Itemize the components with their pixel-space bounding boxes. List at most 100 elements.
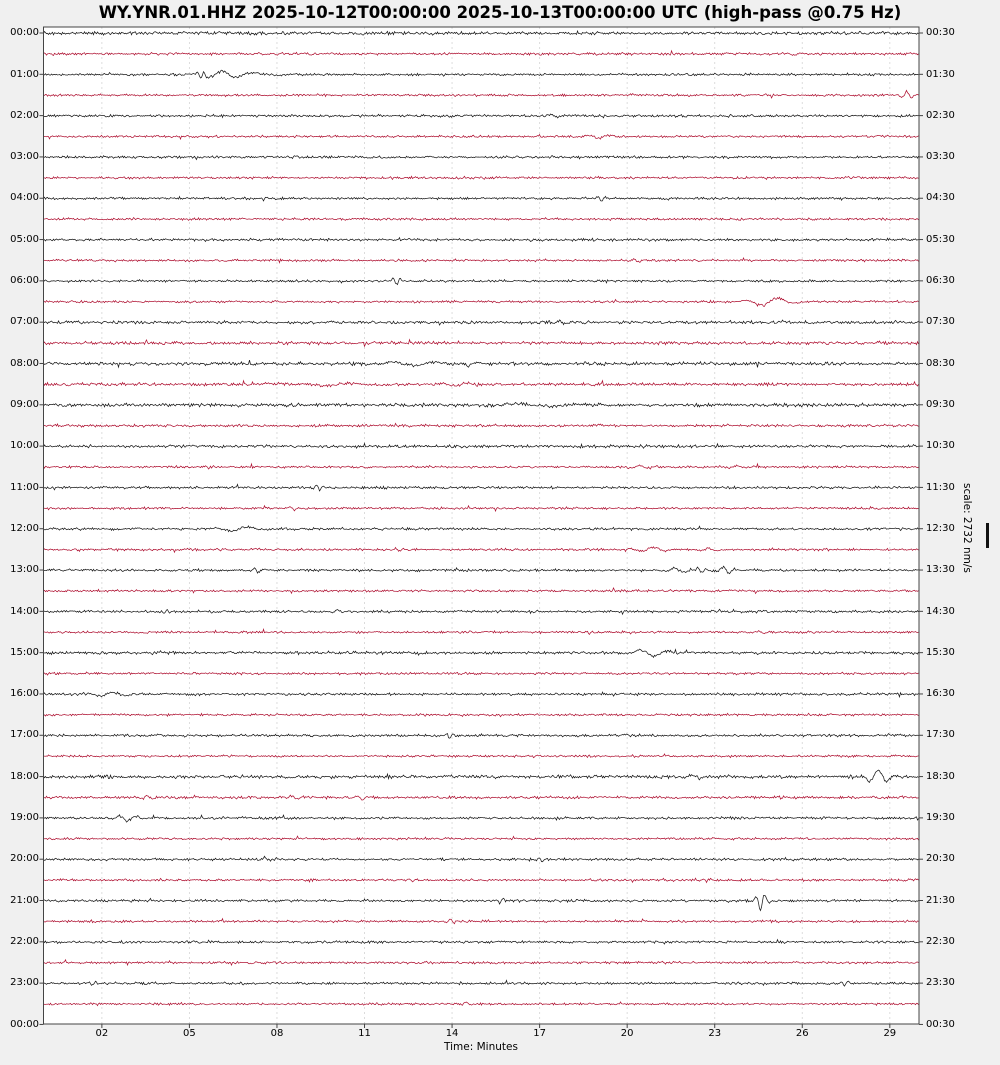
trace-1430 bbox=[43, 628, 919, 636]
y-axis-label-right: 17:30 bbox=[926, 729, 955, 741]
trace-0800 bbox=[43, 360, 919, 369]
y-axis-label-left: 23:00 bbox=[10, 977, 39, 989]
y-axis-label-right: 02:30 bbox=[926, 109, 955, 121]
scale-label: scale: 2732 nm/s bbox=[961, 483, 973, 573]
trace-0500 bbox=[43, 236, 919, 243]
trace-2130 bbox=[43, 917, 919, 925]
y-axis-label-left: 18:00 bbox=[10, 770, 39, 782]
y-axis-label-right: 18:30 bbox=[926, 770, 955, 782]
trace-2200 bbox=[43, 938, 919, 945]
x-axis-tick-label: 26 bbox=[795, 1028, 809, 1039]
x-axis-tick-label: 05 bbox=[183, 1028, 196, 1039]
trace-2030 bbox=[43, 877, 919, 884]
trace-1730 bbox=[43, 753, 919, 759]
y-axis-label-left: 16:00 bbox=[10, 688, 39, 700]
y-axis-label-right: 00:30 bbox=[926, 27, 955, 39]
x-axis-tick-label: 02 bbox=[95, 1028, 109, 1039]
trace-0430 bbox=[43, 216, 919, 222]
trace-0930 bbox=[43, 422, 919, 429]
trace-0130 bbox=[43, 89, 919, 99]
trace-1000 bbox=[43, 442, 919, 449]
trace-1330 bbox=[43, 586, 919, 595]
y-axis-label-left: 21:00 bbox=[10, 894, 39, 906]
y-axis-label-right: 14:30 bbox=[926, 605, 955, 617]
trace-0530 bbox=[43, 257, 919, 264]
y-axis-label-left: 10:00 bbox=[10, 440, 39, 452]
trace-1930 bbox=[43, 835, 919, 841]
trace-0630 bbox=[43, 296, 919, 307]
y-axis-label-left: 20:00 bbox=[10, 853, 39, 865]
trace-0700 bbox=[43, 319, 919, 326]
y-axis-label-right: 19:30 bbox=[926, 812, 955, 824]
y-axis-label-left: 11:00 bbox=[10, 481, 39, 493]
trace-0030 bbox=[43, 49, 919, 57]
trace-1030 bbox=[43, 462, 919, 470]
trace-2330 bbox=[43, 1001, 919, 1007]
y-axis-label-left: 15:00 bbox=[10, 646, 39, 658]
y-axis-label-right: 23:30 bbox=[926, 977, 955, 989]
trace-0300 bbox=[43, 154, 919, 161]
trace-0400 bbox=[43, 195, 919, 202]
x-axis-title: Time: Minutes bbox=[444, 1041, 518, 1053]
y-axis-label-right: 22:30 bbox=[926, 936, 955, 948]
trace-0600 bbox=[43, 277, 919, 286]
trace-0900 bbox=[43, 401, 919, 409]
trace-2100 bbox=[43, 895, 919, 912]
trace-1200 bbox=[43, 525, 919, 533]
trace-1700 bbox=[43, 732, 919, 739]
trace-0100 bbox=[43, 69, 919, 79]
chart-title: WY.YNR.01.HHZ 2025-10-12T00:00:00 2025-1… bbox=[98, 3, 902, 22]
trace-0200 bbox=[43, 113, 919, 119]
trace-1130 bbox=[43, 504, 919, 513]
trace-0230 bbox=[43, 133, 919, 141]
y-axis-label-right: 03:30 bbox=[926, 151, 955, 163]
trace-1400 bbox=[43, 608, 919, 616]
trace-1500 bbox=[43, 648, 919, 659]
trace-0330 bbox=[43, 175, 919, 181]
trace-1530 bbox=[43, 671, 919, 676]
y-axis-label-right: 11:30 bbox=[926, 481, 955, 493]
x-axis-tick-label: 20 bbox=[620, 1028, 634, 1039]
y-axis-label-left: 17:00 bbox=[10, 729, 39, 741]
trace-1300 bbox=[43, 565, 919, 575]
y-axis-label-right: 01:30 bbox=[926, 68, 955, 80]
x-axis-tick-label: 29 bbox=[883, 1028, 897, 1039]
y-axis-label-right: 09:30 bbox=[926, 398, 955, 410]
scale-bar bbox=[986, 523, 989, 548]
y-axis-label-left: 04:00 bbox=[10, 192, 39, 204]
y-axis-label-left: 07:00 bbox=[10, 316, 39, 328]
y-axis-label-left: 00:00 bbox=[10, 27, 39, 39]
y-axis-label-left: 13:00 bbox=[10, 564, 39, 576]
y-axis-label-right: 13:30 bbox=[926, 564, 955, 576]
y-axis-label-left: 03:00 bbox=[10, 151, 39, 163]
trace-0830 bbox=[43, 379, 919, 388]
y-axis-label-right: 15:30 bbox=[926, 646, 955, 658]
trace-1600 bbox=[43, 691, 919, 699]
y-axis-label-right: 20:30 bbox=[926, 853, 955, 865]
trace-1900 bbox=[43, 813, 919, 823]
trace-0730 bbox=[43, 338, 919, 348]
trace-2000 bbox=[43, 855, 919, 863]
trace-2230 bbox=[43, 958, 919, 967]
y-axis-label-right: 21:30 bbox=[926, 894, 955, 906]
x-axis-tick-label: 23 bbox=[708, 1028, 722, 1039]
y-axis-label-right: 08:30 bbox=[926, 357, 955, 369]
y-axis-label-left: 00:00 bbox=[10, 1018, 39, 1030]
y-axis-label-left: 06:00 bbox=[10, 275, 39, 287]
x-axis-tick-label: 17 bbox=[533, 1028, 546, 1039]
y-axis-label-right: 10:30 bbox=[926, 440, 955, 452]
y-axis-label-left: 05:00 bbox=[10, 233, 39, 245]
y-axis-label-left: 01:00 bbox=[10, 68, 39, 80]
trace-2300 bbox=[43, 979, 919, 987]
y-axis-label-right: 07:30 bbox=[926, 316, 955, 328]
y-axis-label-left: 02:00 bbox=[10, 109, 39, 121]
x-axis-tick-label: 11 bbox=[358, 1028, 371, 1039]
y-axis-label-right: 05:30 bbox=[926, 233, 955, 245]
trace-1630 bbox=[43, 712, 919, 718]
y-axis-label-left: 08:00 bbox=[10, 357, 39, 369]
y-axis-label-right: 16:30 bbox=[926, 688, 955, 700]
y-axis-label-left: 22:00 bbox=[10, 936, 39, 948]
y-axis-label-right: 12:30 bbox=[926, 522, 955, 534]
